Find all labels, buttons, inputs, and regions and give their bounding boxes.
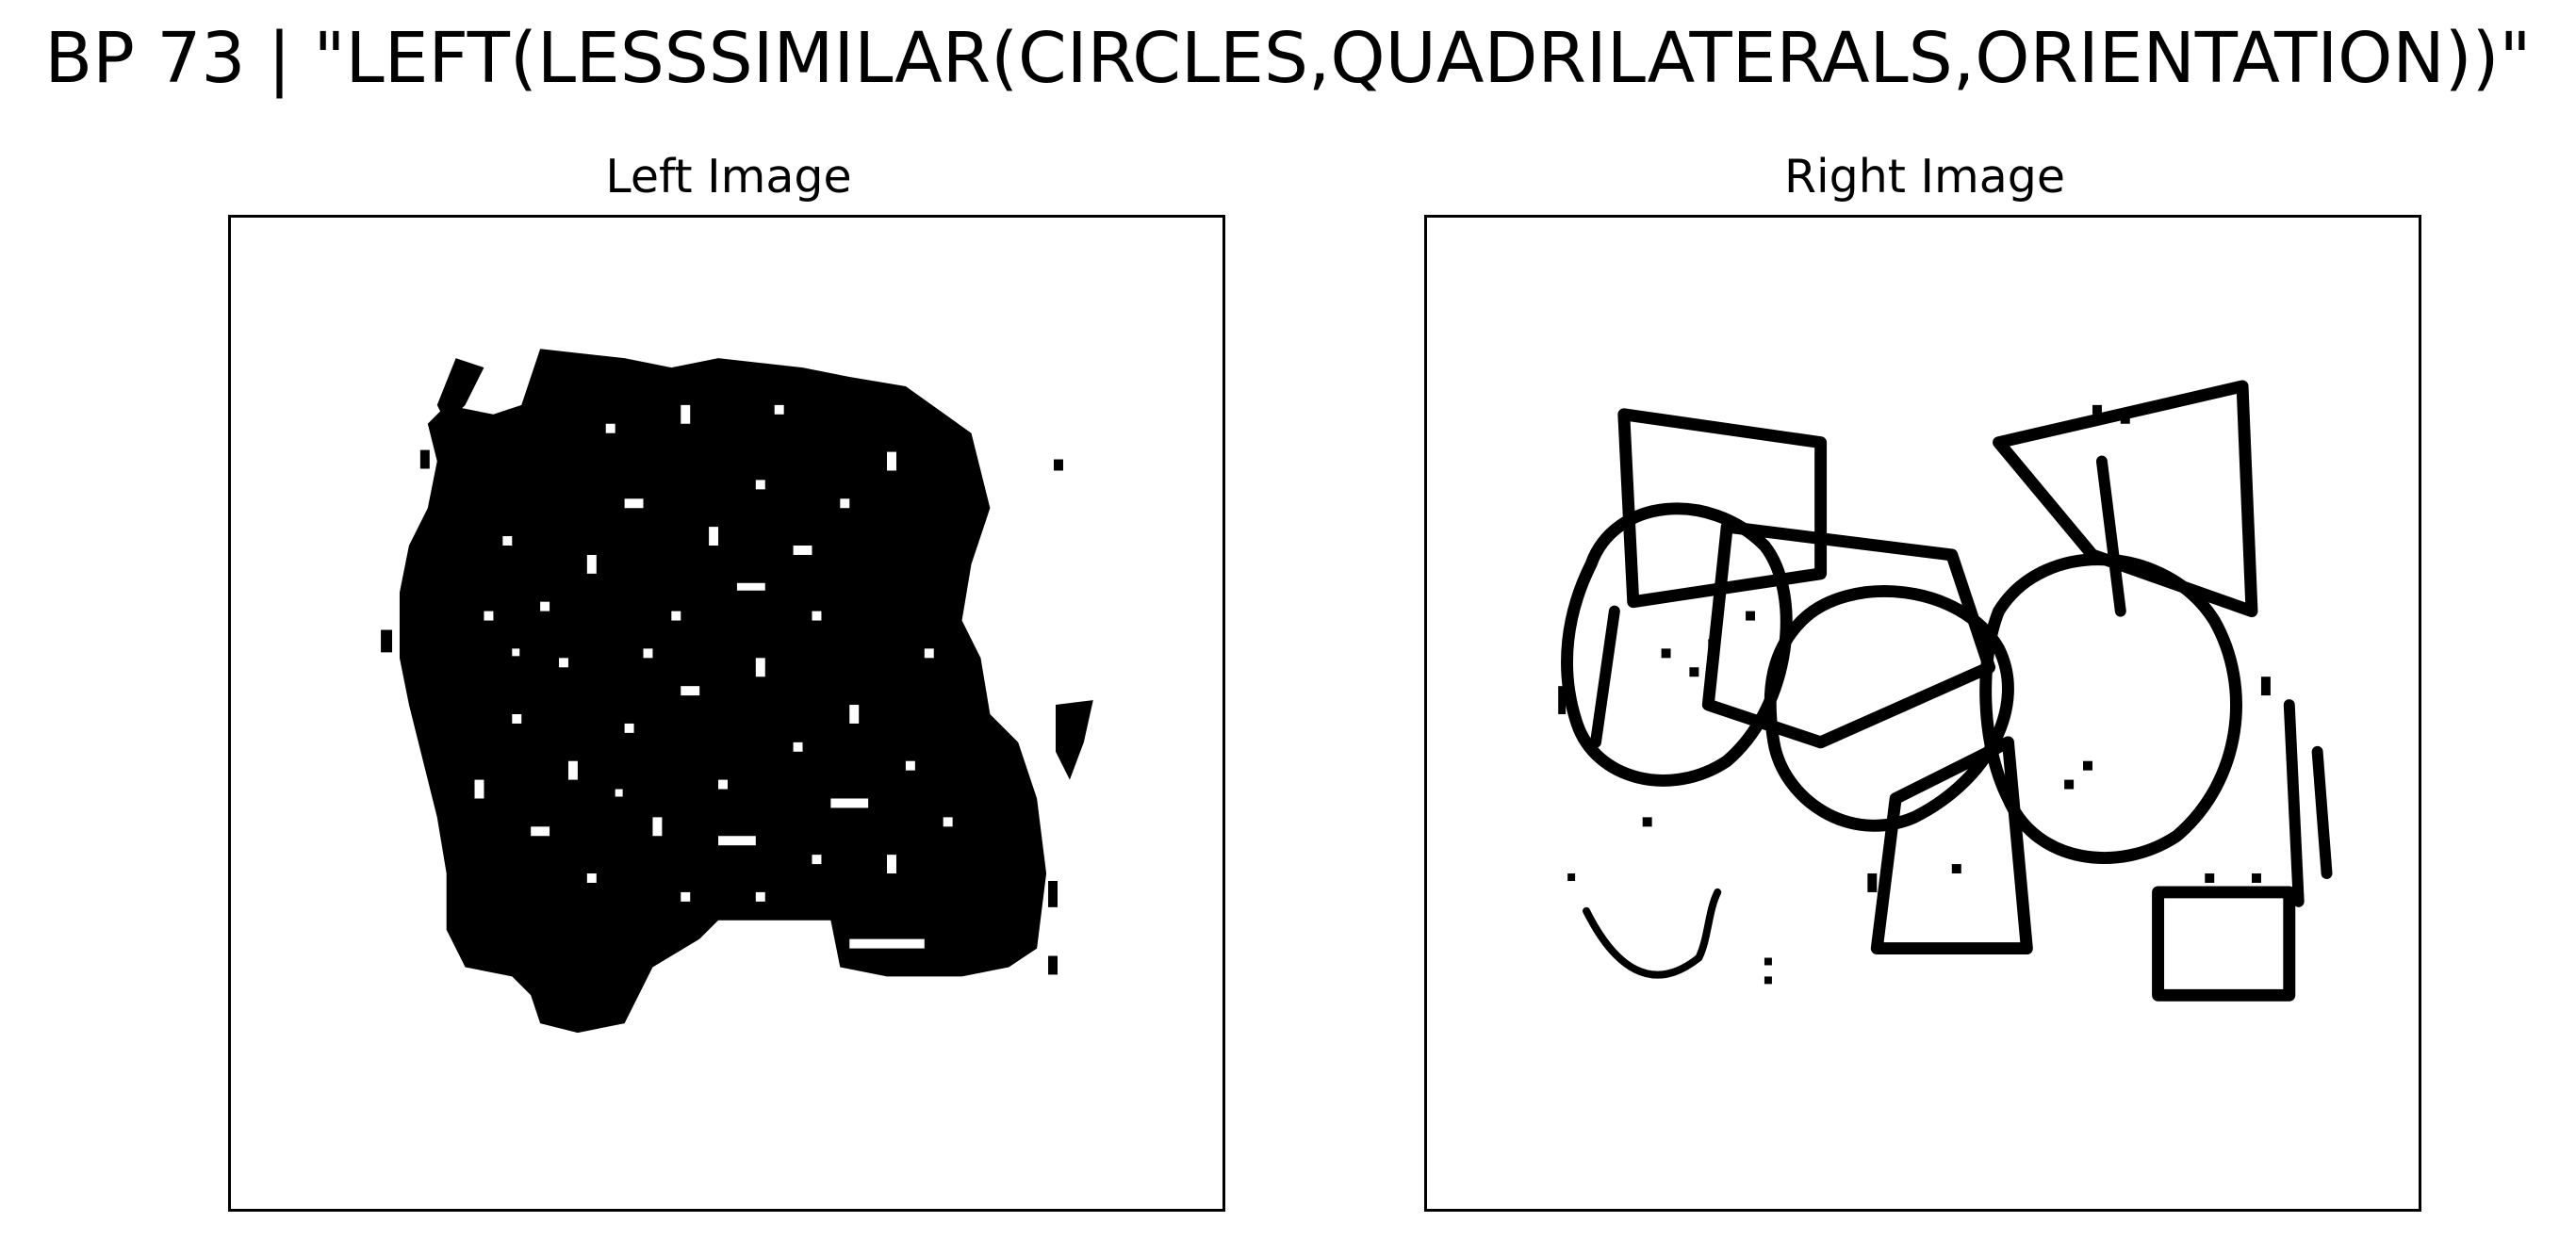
right-thick-strokes (1590, 455, 2333, 907)
right-partial-arc (1583, 888, 1722, 979)
right-scatter-pixels (1558, 404, 2271, 985)
left-black-blob (381, 349, 1093, 1034)
right-outline-shapes (1561, 380, 2296, 1002)
left-speckles (474, 404, 953, 949)
figure-title: BP 73 | "LEFT(LESSSIMILAR(CIRCLES,QUADRI… (44, 18, 2532, 99)
right-panel-title: Right Image (1783, 150, 2066, 204)
right-image-panel (1424, 215, 2421, 1212)
right-image-drawing (1558, 380, 2333, 1002)
left-panel-title: Left Image (605, 150, 852, 204)
left-image-panel (228, 215, 1225, 1212)
left-image-drawing (381, 349, 1093, 1034)
